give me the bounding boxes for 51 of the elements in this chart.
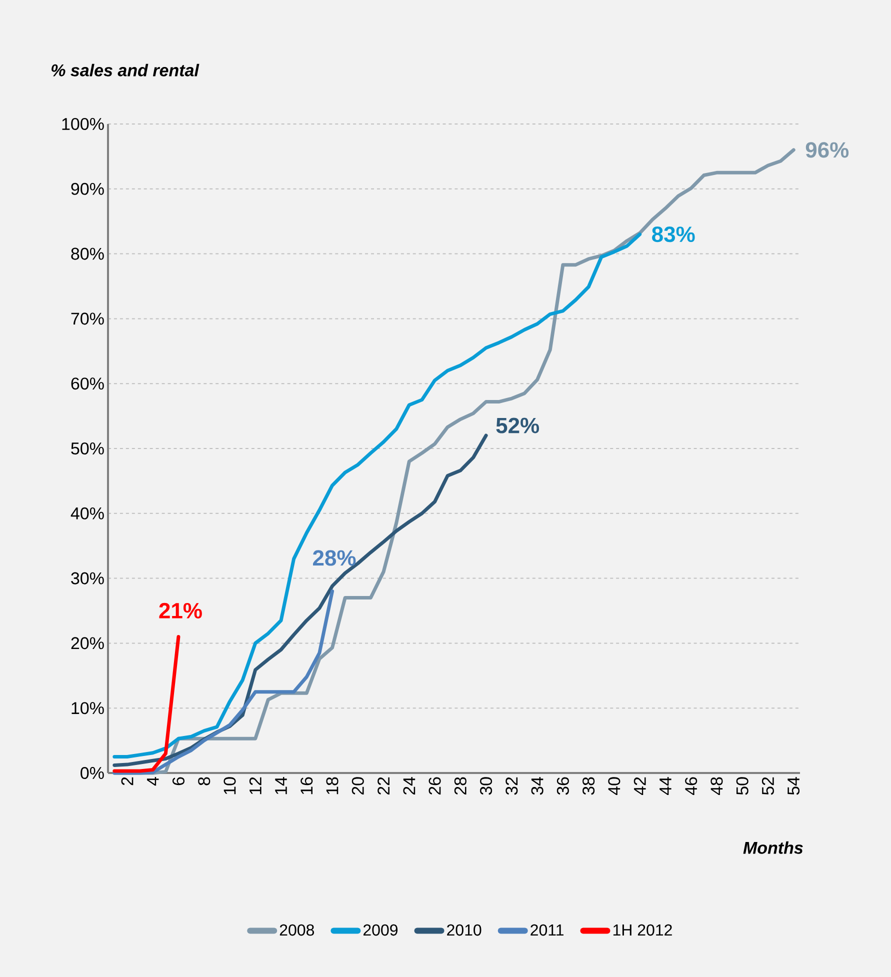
line-series bbox=[112, 232, 642, 759]
x-tick-label: 2 bbox=[121, 777, 134, 786]
x-tick-label: 24 bbox=[403, 777, 416, 795]
x-tick-label: 46 bbox=[685, 777, 698, 796]
x-tick-label: 18 bbox=[326, 777, 338, 794]
data-label: 96% bbox=[806, 142, 849, 158]
y-tick-label: 80% bbox=[71, 248, 104, 260]
x-tick-label: 32 bbox=[506, 777, 518, 795]
x-tick-label: 20 bbox=[352, 777, 364, 795]
x-tick-label: 10 bbox=[224, 777, 236, 794]
y-tick-label: 30% bbox=[71, 572, 104, 584]
x-tick-label: 30 bbox=[480, 777, 492, 795]
x-tick-label: 42 bbox=[634, 777, 646, 796]
x-tick-label: 14 bbox=[275, 777, 287, 794]
x-tick-label: 48 bbox=[710, 777, 723, 796]
y-tick-label: 40% bbox=[70, 507, 104, 520]
x-axis-title: Months bbox=[743, 841, 803, 854]
legend-label: 1H 2012 bbox=[613, 924, 672, 936]
x-tick-label: 22 bbox=[378, 777, 390, 795]
x-tick-label: 40 bbox=[608, 777, 620, 796]
legend-label: 2009 bbox=[363, 924, 398, 936]
x-tick-label: 36 bbox=[556, 777, 569, 795]
x-tick-label: 52 bbox=[762, 777, 774, 795]
y-tick-label: 70% bbox=[71, 312, 104, 325]
y-tick-label: 20% bbox=[71, 637, 104, 650]
x-tick-label: 16 bbox=[300, 777, 313, 794]
y-tick-label: 50% bbox=[71, 442, 104, 455]
x-tick-label: 34 bbox=[531, 777, 544, 795]
data-label: 28% bbox=[313, 550, 356, 566]
y-tick-label: 0% bbox=[80, 766, 104, 780]
x-tick-label: 50 bbox=[736, 777, 748, 795]
legend-label: 2011 bbox=[530, 924, 564, 936]
x-tick-label: 44 bbox=[660, 777, 672, 796]
x-tick-label: 26 bbox=[428, 777, 441, 795]
x-tick-label: 4 bbox=[146, 777, 159, 786]
data-label: 83% bbox=[652, 226, 695, 242]
x-tick-label: 38 bbox=[582, 777, 595, 795]
x-tick-label: 8 bbox=[198, 777, 210, 786]
legend-label: 2010 bbox=[447, 924, 482, 936]
y-tick-label: 60% bbox=[71, 378, 104, 390]
data-label: 52% bbox=[496, 418, 540, 434]
x-tick-label: 12 bbox=[249, 777, 262, 794]
y-tick-label: 90% bbox=[71, 182, 104, 195]
y-tick-label: 100% bbox=[62, 118, 104, 130]
x-tick-label: 54 bbox=[788, 777, 800, 795]
y-axis-title: % sales and rental bbox=[52, 64, 200, 76]
x-tick-label: 6 bbox=[172, 777, 185, 786]
data-label: 21% bbox=[159, 602, 202, 618]
x-tick-label: 28 bbox=[454, 777, 466, 795]
y-tick-label: 10% bbox=[72, 702, 104, 714]
legend-label: 2008 bbox=[280, 924, 314, 936]
